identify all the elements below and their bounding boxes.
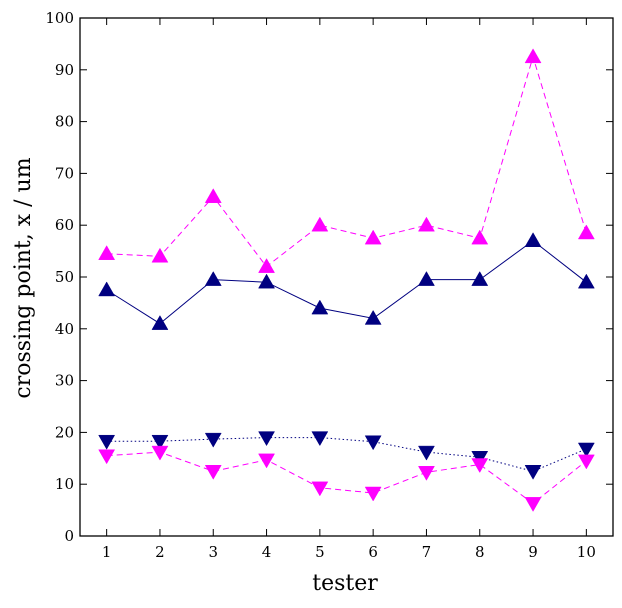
y-tick-label: 50 <box>55 268 74 286</box>
x-tick-label: 7 <box>422 543 432 561</box>
y-tick-label: 100 <box>45 9 74 27</box>
y-tick-label: 60 <box>55 216 74 234</box>
data-point <box>577 273 595 289</box>
data-point <box>204 432 222 448</box>
data-point <box>258 273 275 289</box>
data-point <box>258 431 275 447</box>
data-point <box>98 245 116 260</box>
series-1 <box>98 48 595 273</box>
x-tick-label: 2 <box>155 543 165 561</box>
series-line <box>106 437 587 472</box>
data-point <box>364 435 382 451</box>
data-point <box>98 281 116 297</box>
y-tick-label: 70 <box>55 164 74 182</box>
data-point <box>418 466 435 481</box>
data-point <box>418 271 435 286</box>
x-tick-label: 9 <box>528 543 538 561</box>
series-layer <box>98 48 595 512</box>
data-point <box>364 309 382 325</box>
y-tick-label: 80 <box>55 113 74 131</box>
y-tick-label: 30 <box>55 372 74 390</box>
x-tick-label: 8 <box>475 543 485 561</box>
data-point <box>258 453 275 469</box>
data-point <box>151 315 169 330</box>
series-2 <box>98 232 595 330</box>
data-point <box>577 224 595 240</box>
data-point <box>98 434 116 450</box>
data-point <box>364 229 382 245</box>
data-point <box>151 434 169 450</box>
y-tick-label: 40 <box>55 320 74 338</box>
data-point <box>471 458 489 474</box>
x-tick-label: 10 <box>577 543 596 561</box>
data-point <box>311 216 329 232</box>
x-axis-label: tester <box>312 571 378 596</box>
data-point <box>151 247 169 263</box>
x-tick-label: 3 <box>208 543 218 561</box>
data-point <box>524 497 542 512</box>
series-4 <box>98 445 595 512</box>
y-tick-label: 0 <box>64 527 74 545</box>
data-point <box>471 271 489 286</box>
data-point <box>418 216 435 232</box>
data-point <box>311 481 329 497</box>
series-line <box>106 55 587 268</box>
x-tick-label: 6 <box>368 543 378 561</box>
data-point <box>311 431 329 447</box>
data-point <box>524 232 542 247</box>
data-point <box>524 465 542 480</box>
series-3 <box>98 431 595 480</box>
x-tick-label: 1 <box>102 543 112 561</box>
data-point <box>524 48 542 64</box>
data-point <box>204 188 222 203</box>
data-point <box>204 271 222 286</box>
data-point <box>364 486 382 502</box>
data-point <box>577 442 595 458</box>
series-line <box>106 240 587 325</box>
y-tick-label: 90 <box>55 61 74 79</box>
data-point <box>204 465 222 480</box>
data-point <box>311 299 329 315</box>
series-line <box>106 451 587 505</box>
data-point <box>418 445 435 461</box>
data-point <box>471 451 489 466</box>
data-point <box>577 454 595 470</box>
x-tick-label: 5 <box>315 543 325 561</box>
data-point <box>258 258 275 273</box>
plot-frame <box>79 17 614 537</box>
data-point <box>471 229 489 245</box>
ticks-layer <box>80 17 613 537</box>
y-axis-label: crossing point, x / um <box>11 157 36 398</box>
y-tick-label: 20 <box>55 423 74 441</box>
data-point <box>151 445 169 461</box>
y-tick-label: 10 <box>55 475 74 493</box>
x-tick-label: 4 <box>262 543 272 561</box>
data-point <box>98 449 116 465</box>
